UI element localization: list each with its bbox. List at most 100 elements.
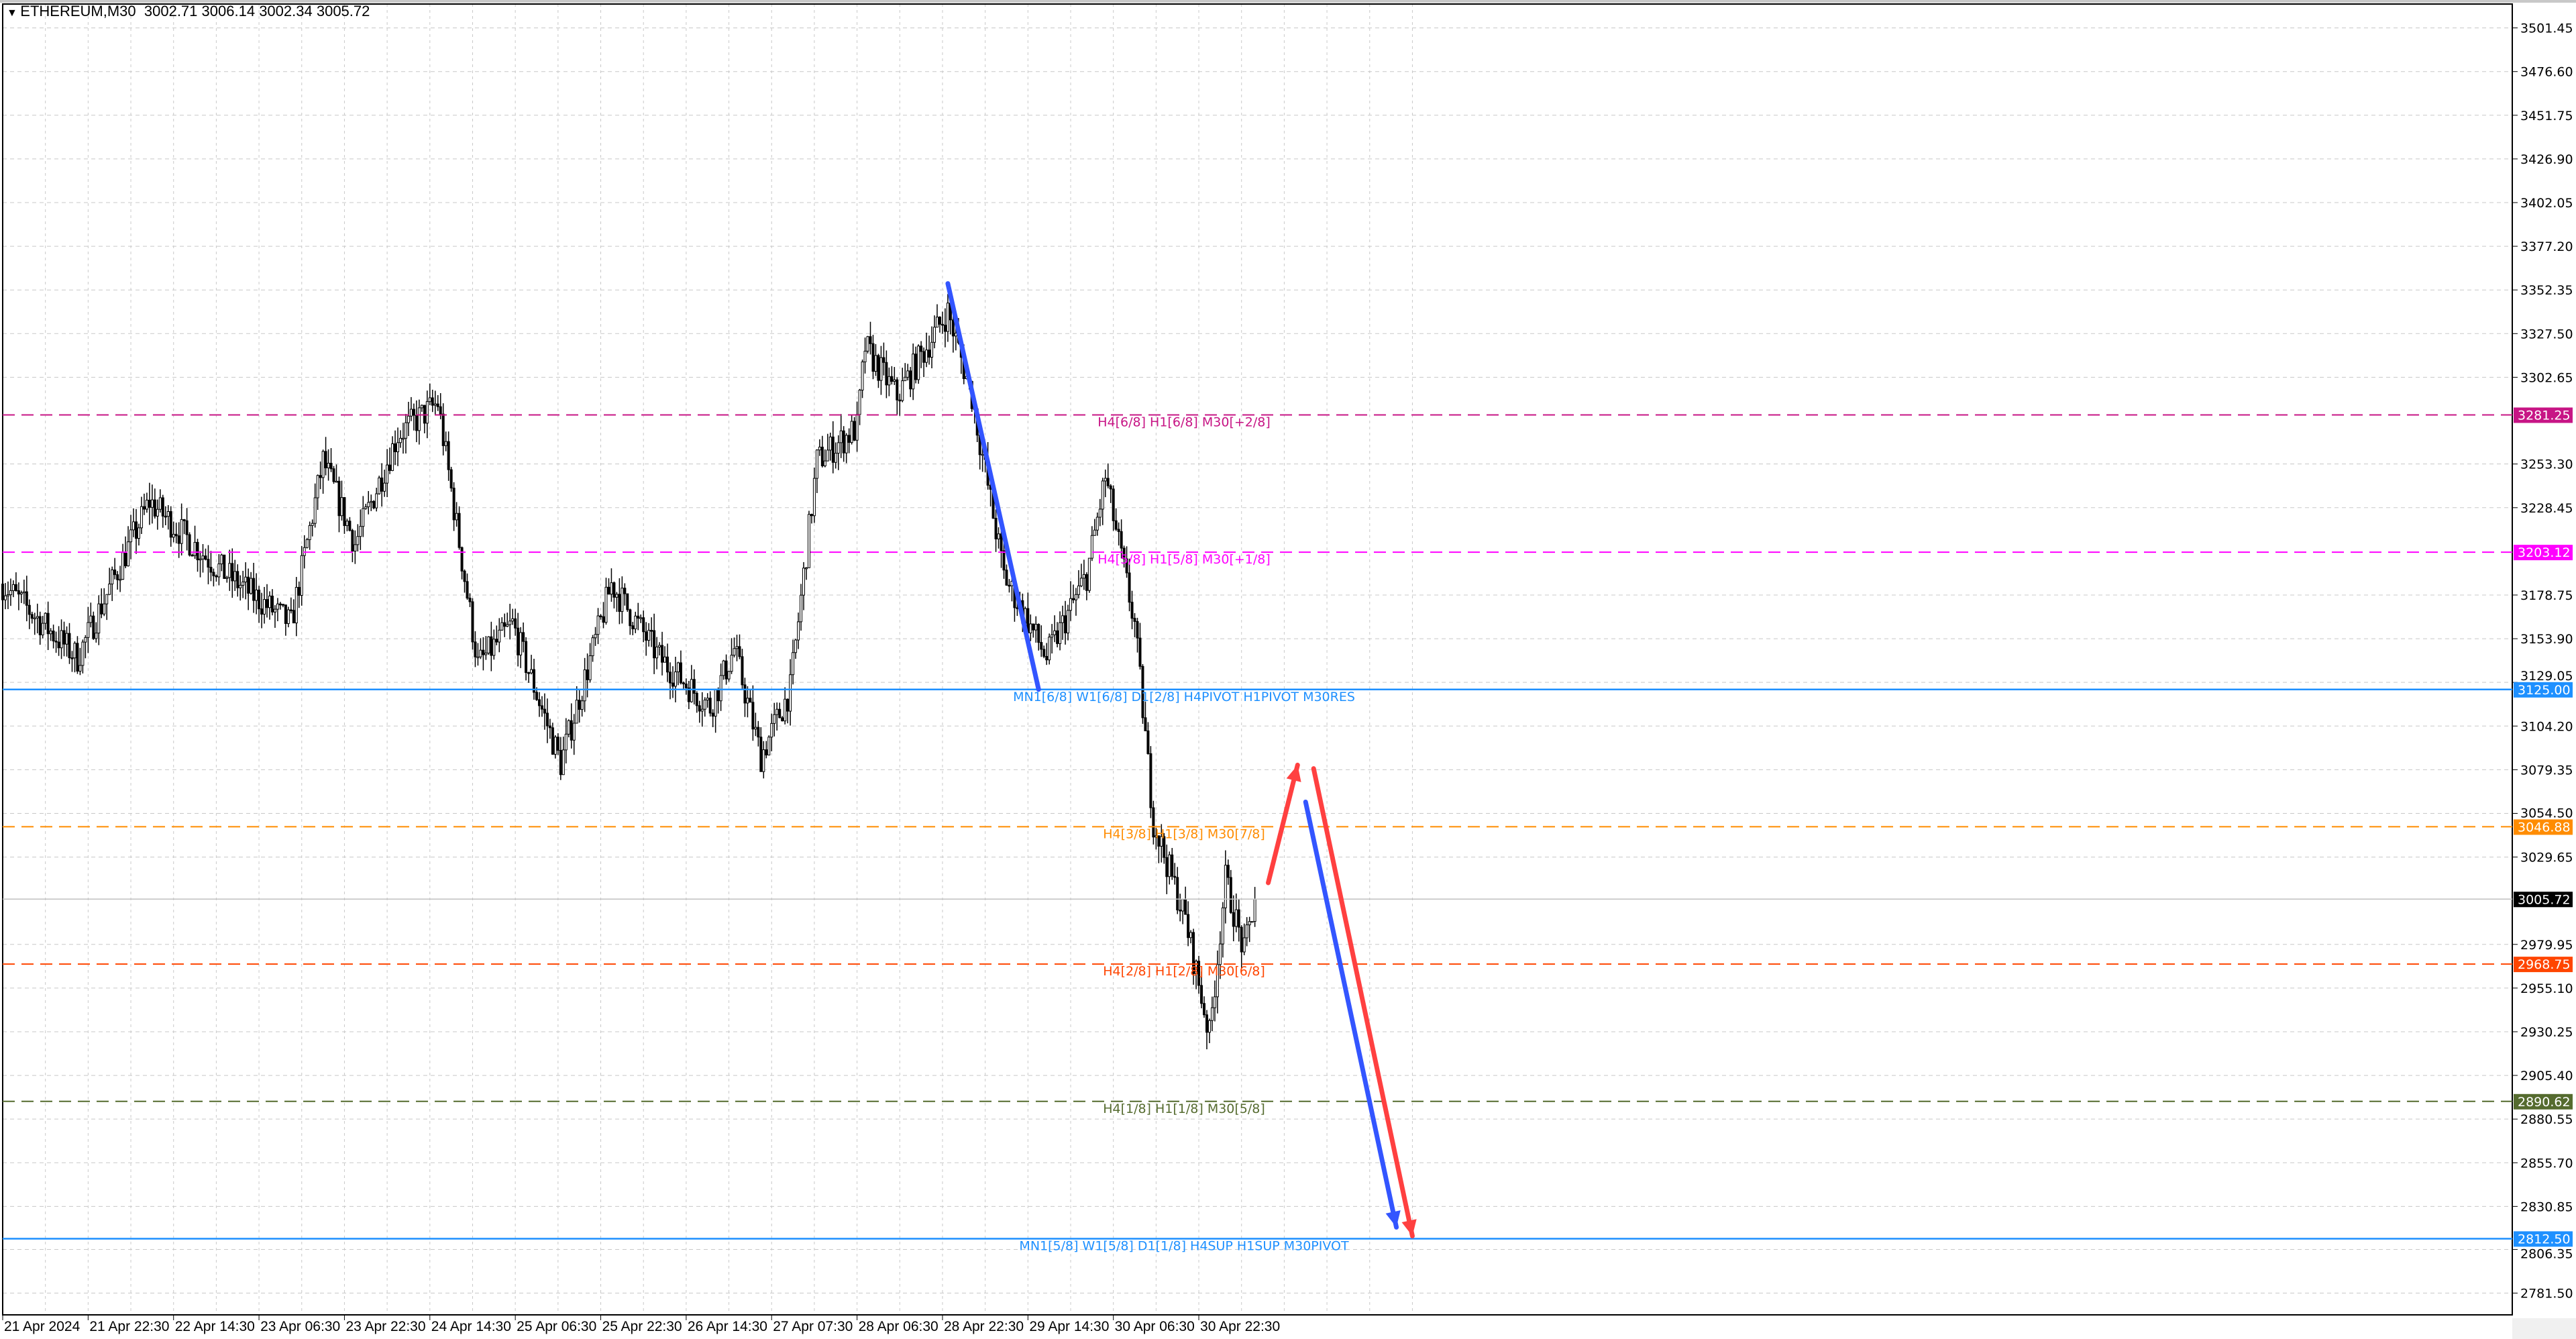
candle-body [3, 595, 7, 600]
candle-body [1128, 572, 1131, 603]
level-label: MN1[6/8] W1[6/8] D1[2/8] H4PIVOT H1PIVOT… [1013, 690, 1355, 704]
candle-body [588, 655, 592, 680]
candle-body [1000, 533, 1003, 551]
price-tag-label: 3203.12 [2518, 545, 2571, 560]
candle-body [869, 336, 872, 344]
price-tag-label: 2890.62 [2518, 1095, 2571, 1110]
candle-body [476, 656, 480, 659]
candle-body [1229, 877, 1232, 913]
candle-body [70, 657, 74, 659]
candle-body [997, 533, 1000, 539]
trend-line[interactable] [945, 281, 1041, 692]
level-label: H4[3/8] H1[3/8] M30[7/8] [1103, 826, 1265, 841]
candle-body [1248, 921, 1251, 926]
y-tick-label: 3302.65 [2520, 370, 2573, 385]
candle-body [255, 589, 258, 601]
candle-body [19, 592, 23, 595]
candle-body [802, 568, 805, 596]
x-tick-label: 25 Apr 06:30 [517, 1319, 596, 1334]
candle-body [1125, 558, 1128, 574]
triangle-down-icon[interactable]: ▼ [7, 7, 21, 19]
y-tick-label: 2830.85 [2520, 1199, 2573, 1214]
arrow-line[interactable] [1266, 762, 1300, 886]
candle-body [594, 634, 597, 639]
y-tick-label: 3178.75 [2520, 588, 2573, 603]
candle-body [386, 464, 389, 484]
candle-body [466, 581, 469, 599]
candle-body [786, 698, 790, 712]
candle-body [759, 737, 763, 772]
candle-body [370, 500, 373, 503]
level-label: H4[6/8] H1[6/8] M30[+2/8] [1097, 415, 1271, 429]
candle-body [858, 390, 861, 415]
candle-body [148, 499, 151, 508]
y-tick-label: 2781.50 [2520, 1287, 2573, 1301]
candle-body [1240, 926, 1243, 953]
x-tick-label: 28 Apr 06:30 [859, 1319, 938, 1334]
candle-body [727, 671, 731, 680]
candle-body [511, 618, 515, 622]
candle-body [925, 350, 928, 363]
candle-body [642, 617, 645, 633]
candle-body [834, 453, 837, 463]
candle-body [831, 436, 835, 463]
candle-body [33, 617, 36, 620]
candle-body [41, 623, 44, 635]
price-tag [2514, 957, 2573, 973]
candle-body [286, 609, 290, 625]
x-tick-label: 29 Apr 14:30 [1029, 1319, 1109, 1334]
candle-body [1067, 610, 1070, 634]
candle-body [294, 587, 298, 624]
candle-body [1176, 877, 1179, 910]
candle-body [820, 446, 824, 466]
candle-body [893, 379, 896, 382]
candle-body [1071, 598, 1075, 600]
candle-body [425, 401, 429, 424]
candle-body [879, 357, 883, 381]
candle-body [909, 370, 912, 390]
candle-body [263, 599, 266, 615]
candle-body [1048, 637, 1051, 661]
arrow-line[interactable] [1311, 766, 1415, 1239]
candle-body [943, 325, 947, 332]
candle-body [127, 541, 130, 567]
candle-body [76, 643, 79, 672]
candle-body [1250, 921, 1254, 923]
candle-body [508, 621, 512, 625]
y-tick-label: 3377.20 [2520, 239, 2573, 254]
candle-body [533, 669, 536, 693]
candle-body [1165, 857, 1169, 877]
candle-body [185, 520, 189, 535]
candle-body [1082, 574, 1085, 579]
candle-body [815, 449, 818, 479]
candle-body [700, 708, 704, 712]
candle-body [1242, 937, 1246, 953]
candle-body [204, 555, 207, 560]
candle-body [463, 570, 466, 582]
candle-body [810, 514, 813, 517]
candle-body [559, 749, 562, 775]
candle-body [1122, 547, 1126, 559]
candle-body [177, 535, 180, 544]
candle-body [733, 648, 736, 656]
candle-body [607, 586, 610, 595]
candle-body [599, 615, 602, 618]
candle-body [914, 354, 918, 380]
candle-body [738, 646, 741, 657]
symbol-label: ETHEREUM,M30 [20, 3, 136, 19]
candle-body [537, 699, 541, 706]
candle-body [762, 749, 765, 772]
candle-body [1157, 835, 1161, 847]
arrow-line[interactable] [1303, 799, 1399, 1230]
candle-body [391, 443, 394, 471]
candle-body [266, 599, 269, 608]
candle-body [626, 593, 629, 610]
candle-body [663, 656, 667, 663]
candle-body [1221, 907, 1224, 945]
candle-body [784, 698, 787, 722]
candle-body [399, 437, 402, 443]
low-value: 3002.34 [259, 3, 313, 19]
candle-body [209, 567, 213, 573]
candle-body [332, 468, 335, 482]
